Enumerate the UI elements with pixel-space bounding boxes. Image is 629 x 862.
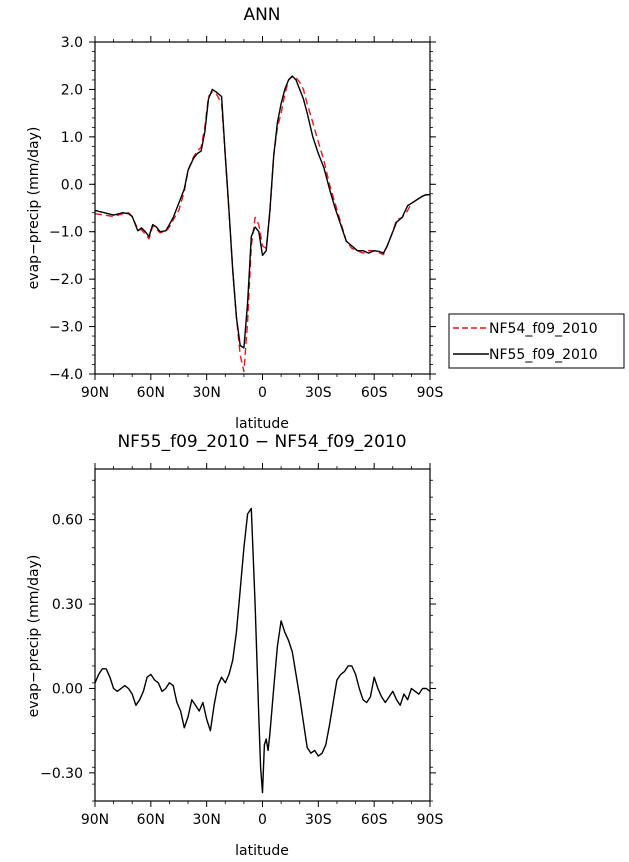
- top-x-axis-label: latitude: [235, 416, 289, 432]
- bottom-tick-marks: [89, 463, 436, 807]
- top-series-lines: [94, 75, 431, 373]
- bottom-x-tick-label: 30S: [305, 812, 332, 828]
- top-plot-frame: [94, 41, 431, 375]
- legend-label-nf54: NF54_f09_2010: [489, 321, 598, 337]
- bottom-x-tick-labels: 90N 60N 30N 0 30S 60S 90S: [81, 812, 444, 828]
- top-y-tick-label: 3.0: [61, 35, 83, 51]
- bottom-plot-frame: [94, 468, 431, 802]
- bottom-x-tick-label: 60N: [137, 812, 165, 828]
- top-y-axis-label: evap−precip (mm/day): [26, 127, 42, 290]
- panel-difference-evap-precip: NF55_f09_2010 − NF54_f09_2010 evap−preci…: [26, 432, 443, 859]
- legend-box: [448, 313, 625, 369]
- top-x-tick-labels: 90N 60N 30N 0 30S 60S 90S: [81, 385, 444, 401]
- top-x-tick-label: 60S: [361, 385, 388, 401]
- bottom-y-tick-labels: 0.60 0.30 0.00 −0.30: [40, 513, 83, 782]
- top-y-tick-label: 0.0: [61, 177, 83, 193]
- top-x-tick-label: 30S: [305, 385, 332, 401]
- top-y-tick-label: −2.0: [49, 272, 83, 288]
- bottom-y-tick-label: −0.30: [40, 766, 83, 782]
- top-x-tick-label: 30N: [193, 385, 221, 401]
- panel-annual-evap-precip: ANN evap−precip (mm/day) latitude 3.0 2.0…: [26, 5, 443, 432]
- top-chart-title: ANN: [243, 5, 280, 25]
- top-series-line-nf54_f09_2010: [94, 75, 431, 373]
- top-x-tick-label: 90N: [81, 385, 109, 401]
- top-tick-marks: [89, 36, 436, 380]
- top-y-tick-label: −3.0: [49, 320, 83, 336]
- bottom-y-tick-label: 0.60: [52, 513, 83, 529]
- top-y-tick-label: −4.0: [49, 367, 83, 383]
- top-series-line-nf55_f09_2010: [94, 75, 430, 349]
- top-x-tick-label: 90S: [417, 385, 444, 401]
- top-y-tick-label: 1.0: [61, 130, 83, 146]
- bottom-series-line-difference: [94, 507, 431, 794]
- bottom-x-tick-label: 90N: [81, 812, 109, 828]
- bottom-x-tick-label: 30N: [193, 812, 221, 828]
- bottom-y-tick-label: 0.30: [52, 597, 83, 613]
- bottom-y-tick-label: 0.00: [52, 681, 83, 697]
- top-x-tick-label: 60N: [137, 385, 165, 401]
- bottom-x-tick-label: 90S: [417, 812, 444, 828]
- top-x-tick-label: 0: [258, 385, 267, 401]
- top-y-tick-labels: 3.0 2.0 1.0 0.0 −1.0 −2.0 −3.0 −4.0: [49, 35, 83, 383]
- legend-label-nf55: NF55_f09_2010: [489, 347, 598, 363]
- bottom-x-axis-label: latitude: [235, 843, 289, 859]
- bottom-chart-title: NF55_f09_2010 − NF54_f09_2010: [117, 432, 406, 452]
- legend: NF54_f09_2010 NF55_f09_2010: [448, 313, 625, 369]
- bottom-x-tick-label: 60S: [361, 812, 388, 828]
- bottom-x-tick-label: 0: [258, 812, 267, 828]
- bottom-y-axis-label: evap−precip (mm/day): [26, 555, 42, 718]
- top-y-tick-label: 2.0: [61, 82, 83, 98]
- top-y-tick-label: −1.0: [49, 225, 83, 241]
- bottom-series-lines: [94, 507, 431, 794]
